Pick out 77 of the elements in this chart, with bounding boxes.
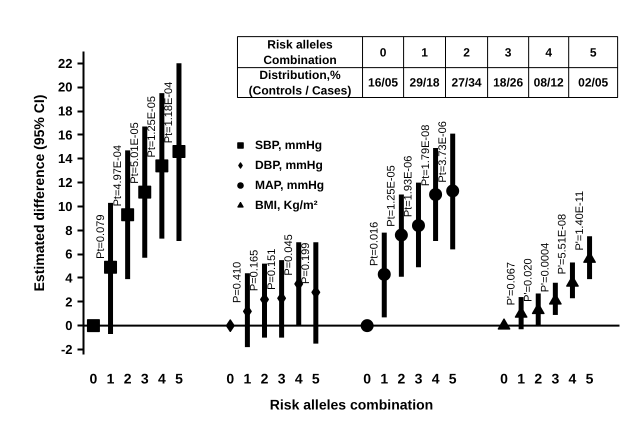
y-tick-label: 2 [65, 294, 73, 310]
y-tick-label: 20 [58, 80, 73, 95]
x-tick-label: 5 [312, 370, 320, 386]
annotation: Pt=1.93E-06 [402, 156, 415, 218]
annotation: P=0.151 [266, 248, 278, 290]
annotation: P'=5.51E-08 [556, 214, 569, 274]
legend-label: BMI, Kg/m² [255, 198, 318, 212]
annotation: Pt=1.79E-08 [420, 124, 432, 186]
annotation: Pt=1.25E-05 [386, 165, 398, 227]
x-tick-label: 0 [90, 370, 98, 386]
x-tick-label: 5 [448, 370, 457, 386]
x-tick-label: 3 [551, 370, 560, 386]
annotation: 02/05 [578, 76, 608, 90]
annotation: Pt=4.97E-04 [112, 144, 124, 206]
y-tick-label: 8 [65, 222, 73, 238]
x-tick-label: 5 [175, 370, 184, 386]
x-tick-label: 0 [363, 370, 372, 386]
x-tick-label: 0 [500, 370, 508, 386]
x-tick-label: 4 [568, 370, 577, 386]
x-axis-title: Risk alleles combination [270, 396, 434, 412]
annotation: 4 [545, 46, 552, 60]
annotation: 18/26 [493, 76, 524, 90]
y-tick-label: 16 [58, 127, 73, 142]
annotation: 5 [590, 46, 597, 60]
annotation: 29/18 [410, 76, 440, 90]
x-tick-label: 1 [244, 370, 252, 386]
y-tick-label: 14 [58, 151, 74, 166]
x-tick-label: 2 [397, 370, 406, 386]
annotation: 16/05 [368, 76, 398, 90]
legend-label: DBP, mmHg [255, 158, 323, 172]
x-tick-label: 1 [380, 370, 388, 386]
annotation: P'=0.0004 [540, 242, 552, 292]
x-tick-label: 5 [586, 370, 594, 386]
annotation: Pt=0.079 [94, 214, 107, 259]
x-tick-label: 3 [278, 370, 286, 386]
x-tick-label: 2 [534, 370, 542, 386]
annotation: Risk alleles Combination [263, 37, 337, 67]
legend-label: MAP, mmHg [255, 178, 324, 192]
y-tick-label: 22 [58, 56, 73, 71]
annotation: Distribution,% (Controls / Cases) [248, 68, 352, 98]
annotation: Pt=1.18E-04 [163, 82, 176, 144]
annotation: Pt=1.25E-05 [146, 96, 158, 158]
y-tick-label: 6 [65, 246, 73, 262]
y-tick-label: -2 [60, 342, 73, 358]
annotation: 3 [504, 46, 512, 60]
annotation: 27/34 [452, 76, 482, 90]
annotation: Pt=5.01E-05 [128, 122, 141, 184]
annotation: 08/12 [534, 76, 564, 90]
annotation: Pt=0.016 [368, 222, 380, 266]
y-tick-label: 18 [58, 104, 73, 119]
y-tick-label: 12 [58, 175, 73, 190]
annotation: Pt=3.73E-06 [436, 121, 449, 183]
y-tick-label: 0 [65, 318, 73, 334]
annotation: P'=1.40E-11 [574, 190, 586, 251]
x-tick-label: 1 [106, 370, 115, 386]
annotation: P=0.199 [300, 242, 312, 284]
annotation: 0 [380, 46, 387, 60]
x-tick-label: 2 [124, 370, 132, 386]
x-tick-label: 4 [158, 370, 166, 386]
annotation: P=0.410 [232, 262, 244, 304]
annotation: P'=0.067 [505, 262, 518, 306]
x-tick-label: 3 [414, 370, 423, 386]
x-tick-label: 3 [140, 370, 149, 386]
annotation: P=0.165 [248, 250, 261, 292]
annotation: P'=0.020 [522, 258, 534, 302]
x-tick-label: 4 [294, 370, 303, 386]
y-axis-title: Estimated difference (95% CI) [31, 94, 48, 292]
annotation: P=0.045 [282, 234, 295, 276]
x-tick-label: 2 [260, 370, 269, 386]
y-tick-label: 10 [58, 198, 73, 214]
legend-label: SBP, mmHg [255, 138, 322, 152]
y-tick-label: 4 [65, 270, 74, 286]
x-tick-label: 4 [432, 370, 440, 386]
x-tick-label: 1 [517, 370, 526, 386]
annotation: 2 [463, 46, 470, 60]
annotation: 1 [421, 46, 428, 60]
x-tick-label: 0 [226, 370, 234, 386]
